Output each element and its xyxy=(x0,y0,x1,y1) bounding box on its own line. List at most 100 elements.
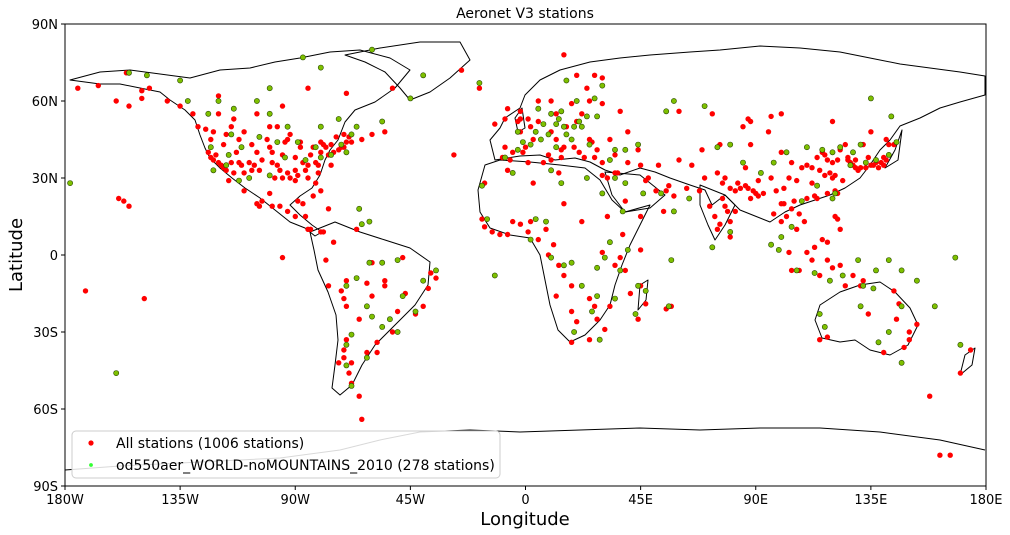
od550aer-point-16 xyxy=(338,141,345,148)
od550aer-point-89 xyxy=(671,98,677,104)
y-axis-label: Latitude xyxy=(6,218,27,292)
od550aer-point-52 xyxy=(561,262,567,269)
station-point-15 xyxy=(343,139,350,145)
station-point-66 xyxy=(556,262,562,268)
od550aer-point-87 xyxy=(686,195,693,202)
od550aer-point-95 xyxy=(770,159,777,166)
od550aer-point-168 xyxy=(353,123,360,130)
od550aer-point-165 xyxy=(284,123,291,130)
od550aer-point-126 xyxy=(914,277,920,284)
od550aer-point-148 xyxy=(548,167,554,174)
station-point-60 xyxy=(479,216,485,222)
station-point-162 xyxy=(817,272,823,279)
south-america-coastline xyxy=(309,221,431,396)
station-point-338 xyxy=(819,236,825,243)
od550aer-point-143 xyxy=(607,239,613,246)
station-point-417 xyxy=(300,201,306,207)
station-point-108 xyxy=(599,75,605,81)
od550aer-point-133 xyxy=(898,359,905,366)
station-point-387 xyxy=(251,162,257,168)
station-point-107 xyxy=(591,72,598,79)
legend-marker-all-stations xyxy=(88,440,94,446)
station-point-123 xyxy=(637,213,644,220)
od550aer-point-155 xyxy=(555,116,562,122)
od550aer-point-91 xyxy=(714,144,721,151)
station-point-130 xyxy=(727,218,733,225)
od550aer-point-27 xyxy=(420,72,427,79)
station-point-122 xyxy=(622,198,628,204)
station-point-189 xyxy=(927,393,933,399)
station-point-279 xyxy=(525,229,531,235)
station-point-391 xyxy=(287,131,293,138)
station-point-56 xyxy=(353,226,360,232)
od550aer-point-118 xyxy=(793,267,800,274)
od550aer-point-142 xyxy=(601,254,608,261)
od550aer-point-82 xyxy=(612,175,618,181)
od550aer-point-127 xyxy=(857,303,864,310)
station-point-396 xyxy=(323,144,329,150)
station-point-159 xyxy=(786,249,792,256)
od550aer-point-85 xyxy=(658,190,664,197)
station-point-365 xyxy=(834,157,841,163)
station-point-172 xyxy=(778,111,784,117)
od550aer-point-103 xyxy=(847,162,854,169)
station-point-364 xyxy=(829,159,836,166)
arabia-coastline xyxy=(604,171,666,213)
station-point-37 xyxy=(330,239,337,245)
od550aer-point-61 xyxy=(527,141,534,148)
station-point-169 xyxy=(747,141,754,148)
station-point-157 xyxy=(842,141,848,148)
od550aer-point-93 xyxy=(740,159,746,166)
station-point-76 xyxy=(622,267,628,274)
station-point-265 xyxy=(637,247,644,253)
station-point-347 xyxy=(865,311,871,317)
y-tick-label-1: 60N xyxy=(32,95,58,110)
od550aer-point-8 xyxy=(210,167,217,174)
od550aer-point-176 xyxy=(420,277,427,284)
station-point-129 xyxy=(719,180,726,186)
od550aer-point-23 xyxy=(238,144,245,151)
od550aer-point-5 xyxy=(228,131,235,138)
od550aer-point-117 xyxy=(775,246,782,253)
station-point-306 xyxy=(545,152,552,158)
station-point-100 xyxy=(548,98,554,104)
od550aer-point-35 xyxy=(343,282,350,289)
station-point-253 xyxy=(336,360,342,366)
station-point-104 xyxy=(584,85,590,91)
station-point-33 xyxy=(259,198,265,204)
station-point-200 xyxy=(714,226,721,232)
od550aer-point-18 xyxy=(343,149,350,156)
od550aer-point-26 xyxy=(299,54,306,61)
station-point-230 xyxy=(369,131,375,138)
od550aer-point-22 xyxy=(256,133,263,140)
od550aer-point-7 xyxy=(223,162,230,169)
station-point-231 xyxy=(359,136,365,143)
station-point-62 xyxy=(517,221,524,227)
od550aer-point-36 xyxy=(363,303,370,310)
station-point-102 xyxy=(517,108,524,115)
od550aer-point-104 xyxy=(862,159,869,166)
station-point-414 xyxy=(277,203,283,209)
station-point-293 xyxy=(492,121,498,127)
station-point-174 xyxy=(745,116,751,122)
station-point-408 xyxy=(236,159,242,166)
station-point-369 xyxy=(857,165,864,171)
station-point-362 xyxy=(824,157,831,163)
y-tick-label-4: 30S xyxy=(33,326,58,341)
japan-coastline xyxy=(884,129,903,169)
station-point-393 xyxy=(307,152,314,158)
station-point-248 xyxy=(341,295,347,302)
od550aer-point-115 xyxy=(778,234,785,240)
station-point-257 xyxy=(525,159,531,166)
station-point-358 xyxy=(781,185,787,191)
y-tick-label-2: 30N xyxy=(32,172,58,187)
station-point-197 xyxy=(783,213,790,220)
y-axis-ticks: 90N 60N 30N 0 30S 60S 90S xyxy=(32,18,65,495)
od550aer-point-71 xyxy=(548,110,554,117)
station-point-320 xyxy=(722,175,728,181)
station-point-277 xyxy=(497,231,503,238)
station-point-334 xyxy=(771,211,777,217)
station-point-205 xyxy=(292,213,298,220)
od550aer-point-49 xyxy=(543,218,549,225)
od550aer-point-121 xyxy=(839,272,846,279)
